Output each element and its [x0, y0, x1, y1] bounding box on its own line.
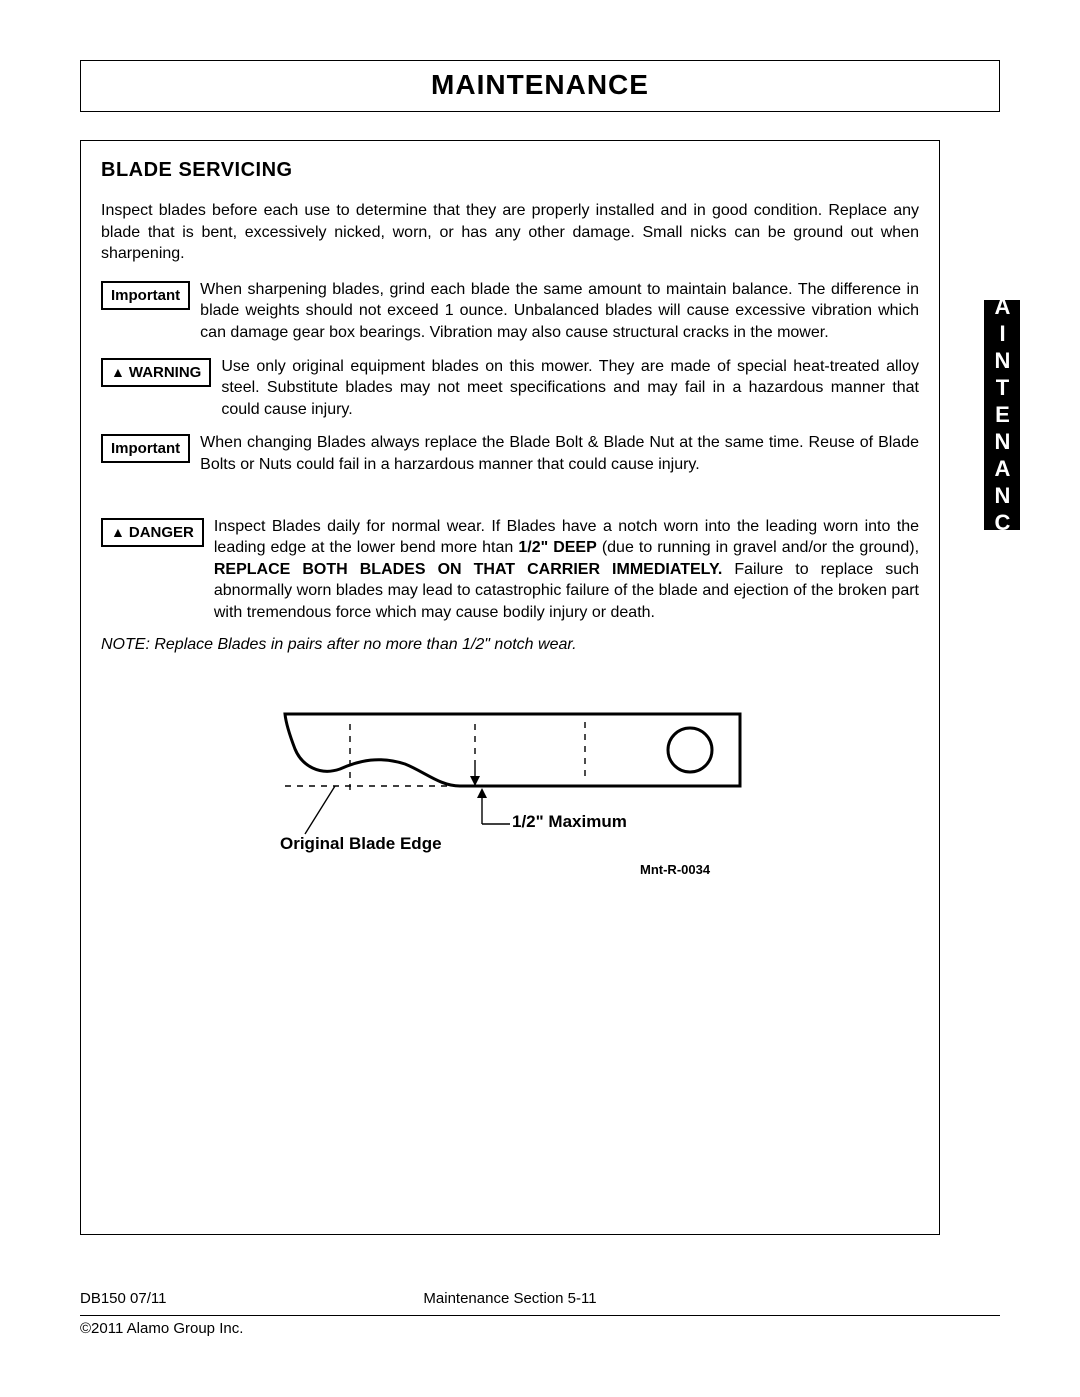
footer-left: DB150 07/11: [80, 1290, 364, 1307]
intro-paragraph: Inspect blades before each use to determ…: [101, 200, 919, 265]
footer-center: Maintenance Section 5-11: [364, 1290, 656, 1307]
note-line: NOTE: Replace Blades in pairs after no m…: [101, 636, 919, 654]
label-max: 1/2" Maximum: [512, 812, 627, 832]
side-tab-maintenance: MAINTENANCE: [984, 300, 1020, 530]
footer-rule: ©2011 Alamo Group Inc.: [80, 1315, 1000, 1337]
section-heading: BLADE SERVICING: [101, 159, 919, 182]
warning-icon: ▲: [111, 365, 125, 379]
diagram-wrap: 1/2" Maximum Original Blade Edge Mnt-R-0…: [101, 694, 919, 1234]
figure-number: Mnt-R-0034: [640, 862, 710, 877]
warning-label: ▲ WARNING: [101, 358, 211, 387]
callout-text: Inspect Blades daily for normal wear. If…: [214, 516, 919, 624]
callout-text: When changing Blades always replace the …: [200, 432, 919, 475]
callout-warning: ▲ WARNING Use only original equipment bl…: [101, 356, 919, 421]
label-text: DANGER: [129, 524, 194, 541]
callout-text: When sharpening blades, grind each blade…: [200, 279, 919, 344]
footer-row: DB150 07/11 Maintenance Section 5-11: [80, 1290, 940, 1313]
page-title: MAINTENANCE: [81, 69, 999, 101]
callout-important-2: Important When changing Blades always re…: [101, 432, 919, 475]
label-text: Important: [111, 287, 180, 304]
important-label: Important: [101, 434, 190, 463]
blade-outline: [285, 714, 740, 786]
danger-icon: ▲: [111, 525, 125, 539]
callout-edge-line: [305, 786, 335, 834]
important-label: Important: [101, 281, 190, 310]
label-text: Important: [111, 440, 180, 457]
label-edge: Original Blade Edge: [280, 834, 442, 854]
danger-bold1: 1/2" DEEP: [518, 539, 596, 556]
page-footer: DB150 07/11 Maintenance Section 5-11 ©20…: [80, 1290, 1000, 1337]
danger-label: ▲ DANGER: [101, 518, 204, 547]
callout-danger: ▲ DANGER Inspect Blades daily for normal…: [101, 516, 919, 624]
danger-bold2: REPLACE BOTH BLADES ON THAT CARRIER IMME…: [214, 561, 722, 578]
copyright: ©2011 Alamo Group Inc.: [80, 1320, 243, 1337]
blade-diagram: 1/2" Maximum Original Blade Edge Mnt-R-0…: [250, 694, 770, 894]
label-text: WARNING: [129, 364, 202, 381]
callout-text: Use only original equipment blades on th…: [221, 356, 919, 421]
bolt-hole: [668, 728, 712, 772]
page-body: MAINTENANCE BLADE SERVICING Inspect blad…: [80, 60, 1000, 1235]
title-box: MAINTENANCE: [80, 60, 1000, 112]
danger-mid: (due to running in gravel and/or the gro…: [597, 539, 919, 556]
footer-right: [656, 1290, 940, 1307]
content-box: BLADE SERVICING Inspect blades before ea…: [80, 140, 940, 1235]
callout-max-arrow: [477, 788, 487, 798]
callout-important-1: Important When sharpening blades, grind …: [101, 279, 919, 344]
